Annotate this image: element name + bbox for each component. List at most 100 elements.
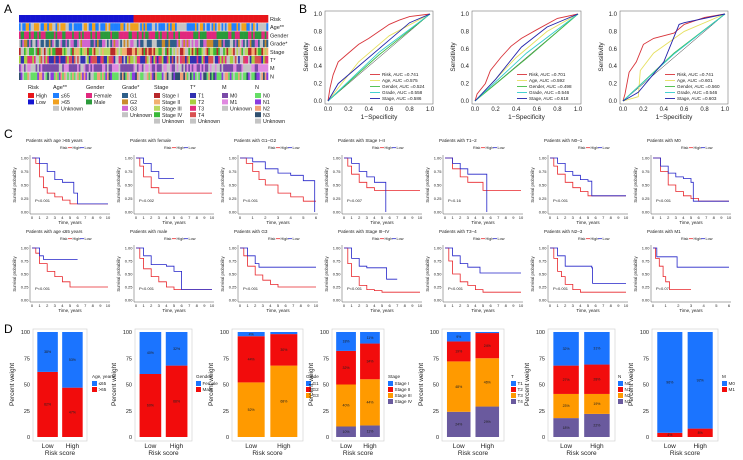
heatmap-cell: [70, 47, 73, 56]
heatmap-cell: [211, 56, 214, 64]
km-x-tick: 6: [180, 303, 183, 308]
heatmap-cell: [241, 15, 244, 23]
heatmap-cell: [77, 31, 80, 39]
roc-y-tick: 0.4: [314, 64, 323, 70]
heatmap-cell: [236, 56, 239, 64]
km-title: Patients with M0: [647, 138, 681, 143]
km-p-value: P<0.001: [35, 198, 51, 203]
heatmap-cell: [259, 31, 262, 39]
heatmap-cell: [97, 64, 99, 72]
km-y-label: Survival probability: [425, 256, 430, 292]
heatmap-cell: [125, 56, 128, 64]
heatmap-cell: [116, 15, 119, 23]
heatmap-cell: [42, 47, 45, 56]
heatmap-cell: [143, 23, 146, 31]
heatmap-cell: [163, 39, 166, 48]
roc-legend-label: Risk, AUC =0.741: [382, 72, 419, 77]
km-curve-high: [653, 247, 691, 290]
bar-value-label: 9%: [456, 335, 461, 339]
bar-x-label: Risk score: [458, 450, 489, 457]
bar-y-tick: 100: [640, 330, 649, 336]
heatmap-cell: [48, 56, 51, 64]
heatmap-cell: [136, 56, 139, 64]
heatmap-cell: [40, 47, 43, 56]
heatmap-cell: [176, 31, 179, 39]
km-legend-low: Low: [603, 146, 610, 150]
heatmap-cell: [85, 72, 88, 80]
heatmap-cell: [214, 31, 217, 39]
heatmap-cell: [100, 72, 103, 80]
heatmap-cell: [40, 15, 43, 23]
km-curve-low: [550, 247, 626, 284]
heatmap-cell: [264, 31, 267, 39]
heatmap-cell: [19, 39, 21, 48]
bar-y-tick: 50: [24, 383, 30, 389]
heatmap-cell: [120, 39, 123, 48]
heatmap-cell: [258, 64, 260, 72]
heatmap-cell: [40, 72, 43, 80]
km-p-value: P=0.16: [448, 198, 462, 203]
heatmap-cell: [63, 72, 66, 80]
heatmap-cell: [229, 72, 232, 80]
heatmap-cell: [180, 72, 182, 80]
km-x-label: Time, years: [58, 220, 82, 225]
heatmap-cell: [153, 23, 156, 31]
heatmap-cell: [228, 64, 231, 72]
heatmap-cell: [116, 23, 119, 31]
km-y-tick: 0.50: [333, 272, 342, 277]
heatmap-cell: [238, 31, 241, 39]
heatmap-cell: [92, 31, 94, 39]
km-x-tick: 4: [165, 215, 168, 220]
km-axes: [650, 155, 731, 215]
km-y-label: Survival probability: [116, 256, 121, 292]
km-x-tick: 1: [451, 303, 454, 308]
heatmap-cell: [213, 23, 216, 31]
heatmap-cell: [191, 47, 194, 56]
bar-plot-frame: [231, 328, 304, 442]
heatmap-cell: [136, 39, 139, 48]
heatmap-cell: [239, 39, 242, 48]
heatmap-legend-label: T1: [198, 94, 204, 100]
heatmap-cell: [243, 56, 246, 64]
heatmap-cell: [170, 72, 173, 80]
heatmap-cell: [171, 39, 174, 48]
km-legend-title: Risk: [372, 237, 379, 241]
bar-legend-swatch: [388, 381, 393, 386]
heatmap-legend-label: ≤65: [61, 94, 70, 100]
heatmap-cell: [113, 72, 116, 80]
heatmap-cell: [111, 47, 114, 56]
heatmap-cell: [266, 39, 269, 48]
bar-legend-label: ≤65: [99, 381, 107, 386]
heatmap-cell: [103, 47, 106, 56]
heatmap-cell: [258, 23, 260, 31]
bar-y-tick: 25: [24, 409, 30, 415]
km-y-tick: 0.50: [21, 183, 30, 188]
heatmap-cell: [263, 39, 265, 48]
bar-plot-frame: [651, 328, 719, 442]
heatmap-cell: [47, 56, 50, 64]
bar-value-label: 52%: [248, 408, 255, 412]
heatmap-cell: [20, 23, 23, 31]
heatmap-cell: [158, 72, 161, 80]
heatmap-cell: [35, 47, 38, 56]
bar-y-tick: 25: [433, 409, 439, 415]
km-x-tick: 7: [497, 303, 500, 308]
heatmap-cell: [118, 72, 121, 80]
bar-y-tick: 75: [223, 356, 229, 362]
heatmap-cell: [150, 47, 153, 56]
heatmap-cell: [145, 15, 148, 23]
heatmap-cell: [185, 23, 187, 31]
km-legend-low: Low: [85, 237, 92, 241]
km-x-tick: 5: [302, 215, 305, 220]
heatmap-cell: [52, 56, 55, 64]
km-y-tick: 1.00: [229, 156, 238, 161]
km-x-tick: 4: [579, 303, 582, 308]
heatmap-cell: [166, 15, 169, 23]
heatmap-cell: [52, 31, 55, 39]
heatmap-cell: [249, 39, 252, 48]
heatmap-cell: [204, 47, 207, 56]
heatmap-cell: [72, 56, 75, 64]
heatmap-cell: [95, 72, 98, 80]
bar-value-label: 11%: [367, 429, 374, 433]
legend-swatch: [190, 118, 196, 124]
